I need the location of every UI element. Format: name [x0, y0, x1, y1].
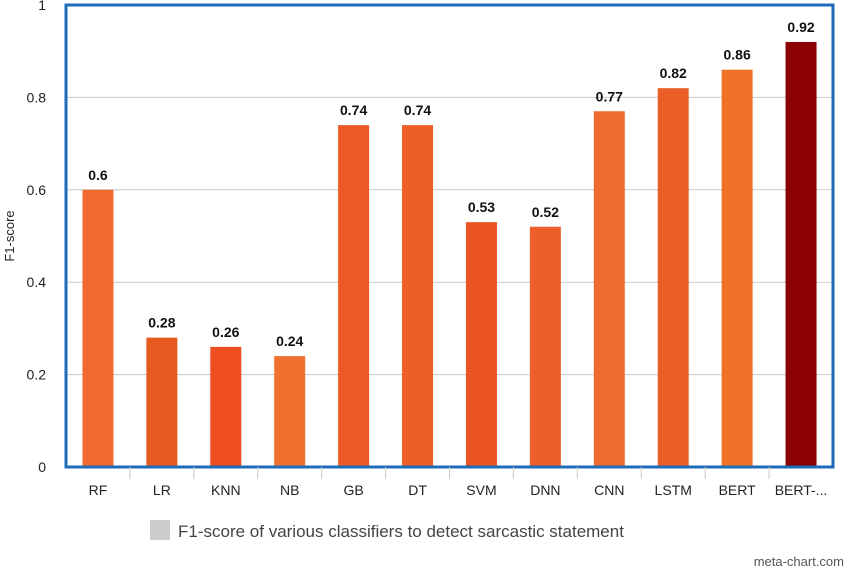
- x-tick-label: SVM: [466, 482, 496, 498]
- x-axis-ticks: RF LR KNN NB GB DT SVM DNN CNN LSTM BERT BERT-...: [89, 467, 828, 498]
- bar[interactable]: [82, 189, 114, 468]
- bar-value-label: 0.86: [724, 47, 751, 63]
- x-tick-label: CNN: [594, 482, 624, 498]
- bar-value-label: 0.52: [532, 204, 559, 220]
- bar-value-label: 0.74: [340, 102, 367, 118]
- bar[interactable]: [657, 88, 689, 467]
- bar-value-label: 0.92: [787, 19, 814, 35]
- bar-value-label: 0.53: [468, 199, 495, 215]
- x-tick-label: DT: [408, 482, 427, 498]
- y-tick-label: 0.8: [27, 89, 47, 105]
- y-tick-label: 0: [38, 459, 46, 475]
- y-axis-ticks: 0 0.2 0.4 0.6 0.8 1: [27, 0, 47, 475]
- bar-value-label: 0.28: [148, 315, 175, 331]
- bar-value-label: 0.24: [276, 333, 303, 349]
- y-tick-label: 0.4: [27, 274, 47, 290]
- bar-value-label: 0.74: [404, 102, 431, 118]
- bar[interactable]: [785, 41, 817, 468]
- bar-value-labels: 0.6 0.28 0.26 0.24 0.74 0.74 0.53 0.52 0.77 0.82 0…: [88, 19, 815, 349]
- y-tick-label: 1: [38, 0, 46, 13]
- bar[interactable]: [210, 346, 242, 467]
- bar-value-label: 0.82: [660, 65, 687, 81]
- bar-value-label: 0.26: [212, 324, 239, 340]
- grid-lines: [66, 96, 833, 376]
- x-tick-label: LSTM: [655, 482, 692, 498]
- bars: [82, 41, 817, 468]
- x-tick-label: BERT: [719, 482, 757, 498]
- bar[interactable]: [338, 125, 370, 468]
- y-axis-title: F1-score: [2, 210, 17, 261]
- bar-value-label: 0.6: [88, 167, 108, 183]
- x-tick-label: LR: [153, 482, 171, 498]
- x-tick-label: NB: [280, 482, 299, 498]
- x-tick-label: GB: [344, 482, 364, 498]
- bar[interactable]: [721, 69, 753, 468]
- x-tick-label: KNN: [211, 482, 241, 498]
- x-tick-label: DNN: [530, 482, 560, 498]
- bar[interactable]: [529, 226, 561, 467]
- bar[interactable]: [593, 111, 625, 467]
- y-tick-label: 0.6: [27, 182, 47, 198]
- plot-frame: [64, 3, 835, 469]
- x-tick-label: BERT-...: [775, 482, 828, 498]
- bar[interactable]: [146, 337, 178, 467]
- bar-value-label: 0.77: [596, 88, 623, 104]
- bar[interactable]: [274, 356, 306, 467]
- legend-label: F1-score of various classifiers to detec…: [178, 522, 624, 541]
- bar[interactable]: [465, 222, 497, 467]
- bar[interactable]: [402, 125, 434, 468]
- x-tick-label: RF: [89, 482, 108, 498]
- legend-swatch: [150, 520, 170, 540]
- y-tick-label: 0.2: [27, 367, 47, 383]
- credit-text[interactable]: meta-chart.com: [754, 554, 844, 569]
